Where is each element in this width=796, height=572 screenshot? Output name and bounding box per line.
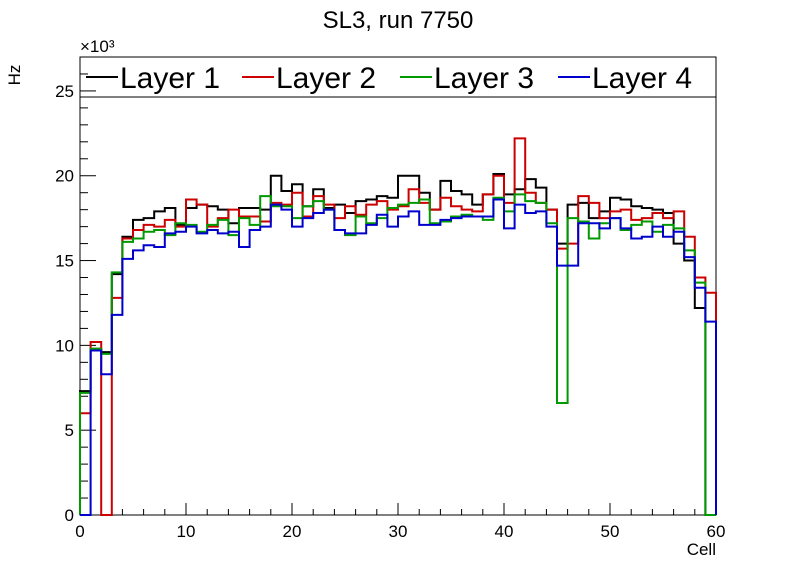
legend-label-2: Layer 2 xyxy=(276,62,376,95)
y-tick-label: 15 xyxy=(55,252,74,271)
x-tick-label: 40 xyxy=(495,522,514,541)
y-tick-label: 5 xyxy=(65,421,74,440)
y-tick-label: 20 xyxy=(55,167,74,186)
series-group xyxy=(79,137,717,516)
x-axis-label: Cell xyxy=(687,540,716,559)
legend: Layer 1 Layer 2 Layer 3 Layer 4 xyxy=(86,62,692,95)
x-tick-label: 50 xyxy=(601,522,620,541)
x-tick-label: 60 xyxy=(707,522,726,541)
y-tick-label: 25 xyxy=(55,82,74,101)
y-axis-multiplier: ×10³ xyxy=(80,37,115,56)
y-tick-label: 10 xyxy=(55,336,74,355)
x-tick-label: 20 xyxy=(283,522,302,541)
legend-label-3: Layer 3 xyxy=(434,62,534,95)
legend-box xyxy=(79,56,717,98)
series-line-layer-4 xyxy=(80,198,717,516)
x-tick-label: 30 xyxy=(389,522,408,541)
series-line-layer-1 xyxy=(79,173,716,516)
x-tick-label: 0 xyxy=(75,522,84,541)
y-axis-label: Hz xyxy=(5,65,24,86)
chart-title: SL3, run 7750 xyxy=(323,7,474,34)
axes: 0 10 20 30 40 50 60 0 5 10 15 20 25 xyxy=(55,73,726,541)
legend-label-4: Layer 4 xyxy=(592,62,692,95)
legend-label-1: Layer 1 xyxy=(120,62,220,95)
y-tick-label: 0 xyxy=(65,506,74,525)
x-tick-label: 10 xyxy=(177,522,196,541)
